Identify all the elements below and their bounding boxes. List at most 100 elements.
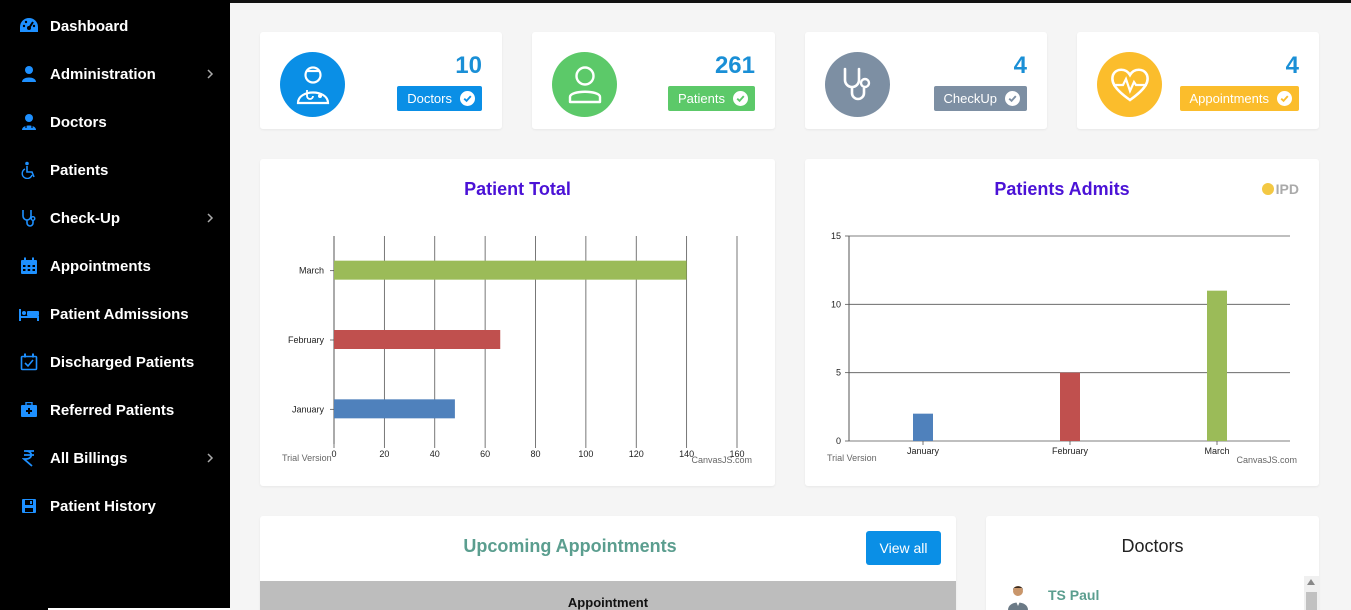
y-tick-label: 15 <box>831 231 841 241</box>
chart-title: Patients Admits <box>994 179 1130 199</box>
stat-label: Appointments <box>1189 91 1270 106</box>
stat-card-checkup[interactable]: 4 CheckUp <box>805 32 1047 129</box>
stat-value: 4 <box>1013 52 1027 79</box>
legend-label: IPD <box>1275 181 1299 197</box>
sidebar-item-patients[interactable]: Patients <box>0 146 230 194</box>
patient-total-card: Patient Total 0 20 40 60 80 100 120 140 160 Janua… <box>260 159 775 486</box>
bar-january <box>334 399 455 419</box>
medkit-icon <box>19 400 39 420</box>
sidebar-item-label: Patient History <box>50 497 156 515</box>
y-tick-label: 0 <box>836 436 841 446</box>
bed-icon <box>19 304 39 324</box>
sidebar-item-patient-history[interactable]: Patient History <box>0 482 230 530</box>
y-tick-label: 10 <box>831 299 841 309</box>
check-circle-icon <box>1005 91 1020 106</box>
patients-admits-card: Patients Admits IPD 0 5 10 15 January Februar… <box>805 159 1319 486</box>
x-tick-label: 160 <box>729 449 744 459</box>
x-tick-label: 60 <box>480 449 490 459</box>
chart-legend[interactable]: IPD <box>1261 181 1299 197</box>
x-tick-label: January <box>907 446 940 456</box>
chevron-right-icon <box>207 453 214 463</box>
watermark-canvasjs: CanvasJS.com <box>691 455 752 465</box>
x-tick-label: 0 <box>331 449 336 459</box>
patients-admits-chart: 0 5 10 15 January February March Trial Version C… <box>827 231 1297 465</box>
stat-badge[interactable]: Doctors <box>397 86 482 111</box>
x-tick-label: 40 <box>430 449 440 459</box>
y-tick-label: January <box>292 404 325 414</box>
x-tick-label: February <box>1052 446 1089 456</box>
doctors-title: Doctors <box>1121 536 1184 556</box>
stat-value: 10 <box>455 52 482 79</box>
stat-label: CheckUp <box>943 91 997 106</box>
bar-january <box>913 413 933 441</box>
x-tick-label: 20 <box>379 449 389 459</box>
x-tick-label: 120 <box>629 449 644 459</box>
doctor-icon <box>280 52 345 117</box>
bar-march <box>1207 290 1227 441</box>
bar-february <box>1060 372 1080 441</box>
appointments-title: Upcoming Appointments <box>463 536 677 556</box>
sidebar-item-referred-patients[interactable]: Referred Patients <box>0 386 230 434</box>
sidebar-item-label: Appointments <box>50 257 151 275</box>
sidebar-item-label: Patient Admissions <box>50 305 189 323</box>
x-tick-label: March <box>1204 446 1229 456</box>
y-tick-label: February <box>288 335 325 345</box>
sidebar-item-patient-admissions[interactable]: Patient Admissions <box>0 290 230 338</box>
sidebar: Dashboard Administration Doctors Patient… <box>0 0 230 610</box>
stat-card-patients[interactable]: 261 Patients <box>532 32 775 129</box>
stat-card-appointments[interactable]: 4 Appointments <box>1077 32 1319 129</box>
x-tick-label: 140 <box>679 449 694 459</box>
chevron-right-icon <box>207 213 214 223</box>
column-header-appointment: Appointment <box>567 595 649 610</box>
stat-badge[interactable]: Patients <box>668 86 755 111</box>
check-circle-icon <box>460 91 475 106</box>
doctors-scrollbar[interactable] <box>1304 576 1319 610</box>
sidebar-item-label: Discharged Patients <box>50 353 195 371</box>
stat-label: Doctors <box>407 91 452 106</box>
doctor-icon <box>19 112 39 132</box>
doctor-list-item[interactable]: TS Paul <box>1048 587 1100 603</box>
sidebar-item-label: Referred Patients <box>50 401 175 419</box>
scroll-thumb[interactable] <box>1306 592 1317 610</box>
sidebar-item-dashboard[interactable]: Dashboard <box>0 2 230 50</box>
sidebar-item-discharged-patients[interactable]: Discharged Patients <box>0 338 230 386</box>
stat-label: Patients <box>678 91 725 106</box>
avatar <box>1008 586 1028 610</box>
view-all-button[interactable]: View all <box>866 531 941 565</box>
chart-title: Patient Total <box>464 179 571 199</box>
calendar-icon <box>19 256 39 276</box>
sidebar-item-administration[interactable]: Administration <box>0 50 230 98</box>
dashboard-icon <box>19 16 39 36</box>
sidebar-item-label: Doctors <box>50 113 107 131</box>
heartbeat-icon <box>1097 52 1162 117</box>
stethoscope-icon <box>825 52 890 117</box>
sidebar-item-check-up[interactable]: Check-Up <box>0 194 230 242</box>
upcoming-appointments-card: Upcoming Appointments View all Appointme… <box>260 516 956 610</box>
sidebar-item-all-billings[interactable]: All Billings <box>0 434 230 482</box>
watermark-trial: Trial Version <box>282 453 332 463</box>
sidebar-item-label: All Billings <box>50 449 128 467</box>
top-border <box>230 0 1351 3</box>
sidebar-bottom-border <box>48 608 230 610</box>
sidebar-item-label: Patients <box>50 161 109 179</box>
stat-card-doctors[interactable]: 10 Doctors <box>260 32 502 129</box>
stat-badge[interactable]: Appointments <box>1179 86 1299 111</box>
wheelchair-icon <box>19 160 39 180</box>
x-tick-label: 80 <box>530 449 540 459</box>
stat-badge[interactable]: CheckUp <box>933 86 1027 111</box>
check-circle-icon <box>1277 91 1292 106</box>
sidebar-item-label: Check-Up <box>50 209 121 227</box>
legend-marker <box>1261 183 1274 195</box>
sidebar-item-label: Administration <box>50 65 156 83</box>
bar-march <box>334 260 687 280</box>
scroll-up-icon[interactable] <box>1307 579 1315 585</box>
stethoscope-icon <box>19 208 39 228</box>
y-tick-label: March <box>299 266 324 276</box>
sidebar-item-doctors[interactable]: Doctors <box>0 98 230 146</box>
check-circle-icon <box>733 91 748 106</box>
bar-february <box>334 330 501 349</box>
rupee-icon <box>19 448 39 468</box>
sidebar-item-appointments[interactable]: Appointments <box>0 242 230 290</box>
user-icon <box>19 64 39 84</box>
patient-total-chart: 0 20 40 60 80 100 120 140 160 January February Marc… <box>282 236 752 465</box>
